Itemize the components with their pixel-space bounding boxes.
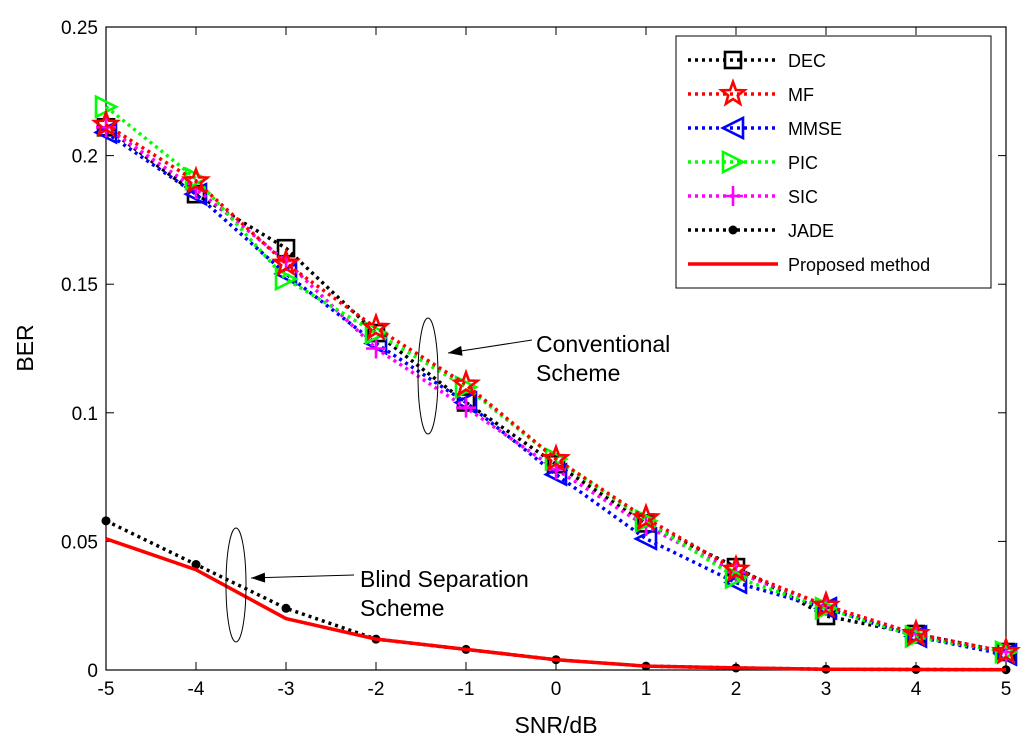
legend-entry: MF: [688, 78, 814, 107]
legend-entry: PIC: [688, 149, 818, 175]
y-tick-label: 0.1: [72, 404, 98, 425]
legend-label: PIC: [788, 153, 818, 173]
marker-dot: [728, 225, 738, 235]
marker-square: [723, 50, 743, 70]
marker-star: [631, 502, 661, 532]
x-tick-label: -1: [458, 679, 475, 700]
annotation-text: Blind Separation: [360, 566, 529, 592]
legend-label: MMSE: [788, 119, 842, 139]
marker-star: [271, 247, 301, 277]
annotation-text: Scheme: [360, 595, 444, 621]
annotation-arrow: [250, 574, 355, 579]
marker-plus: [456, 397, 476, 418]
annotation-conventional: Conventional Scheme: [417, 317, 670, 435]
x-tick-label: 5: [1001, 679, 1012, 700]
marker-star: [541, 443, 571, 472]
annotation-arrowhead: [448, 345, 463, 356]
x-tick-label: 2: [731, 679, 742, 700]
series-mf: [91, 108, 1021, 665]
marker-triangle-right: [634, 508, 659, 533]
annotations: Conventional Scheme Blind Separation Scheme: [225, 317, 670, 643]
legend-entry: Proposed method: [688, 255, 930, 275]
legend-box: [675, 35, 992, 289]
y-tick-label: 0.25: [61, 18, 98, 39]
annotation-text: Scheme: [536, 360, 620, 386]
series-proposed-method: [105, 537, 1007, 672]
x-tick-label: 4: [911, 679, 922, 700]
x-axis-label: SNR/dB: [514, 712, 597, 738]
marker-plus: [723, 186, 743, 206]
legend-label: DEC: [788, 51, 826, 71]
annotation-ellipse: [225, 527, 247, 643]
marker-dot: [101, 516, 111, 526]
y-tick-label: 0: [87, 661, 98, 682]
marker-star: [811, 589, 841, 619]
annotation-arrowhead: [251, 572, 266, 583]
legend-label: MF: [788, 85, 814, 105]
legend-label: JADE: [788, 221, 834, 241]
marker-triangle-right: [904, 624, 929, 649]
annotation-blind: Blind Separation Scheme: [225, 527, 529, 643]
x-tick-label: -3: [278, 679, 295, 700]
y-axis-label: BER: [12, 324, 38, 371]
x-tick-label: 0: [551, 679, 562, 700]
marker-plus: [366, 338, 386, 359]
legend-entry: DEC: [688, 50, 826, 71]
x-tick-label: 3: [821, 679, 832, 700]
legend: DEC MF MMSE PIC SIC JADE Proposed method: [675, 35, 992, 289]
marker-triangle-right: [721, 149, 746, 175]
marker-star: [451, 368, 481, 398]
y-tick-label: 0.15: [61, 275, 98, 296]
y-tick-label: 0.05: [61, 532, 98, 553]
marker-triangle-left: [720, 115, 745, 141]
series-line: [105, 131, 1007, 657]
marker-star: [991, 636, 1021, 665]
x-tick-label: -2: [368, 679, 385, 700]
series-line: [105, 123, 1007, 654]
marker-triangle-right: [274, 266, 299, 292]
marker-triangle-right: [454, 374, 479, 400]
legend-entry: SIC: [688, 186, 818, 207]
marker-star: [361, 312, 391, 341]
axis-ticks: -5 -4 -3 -2 -1 0 1 2 3 4 5 0 0.05 0.1 0.15 0.2 0.25: [61, 18, 1011, 700]
legend-label: SIC: [788, 187, 818, 207]
series-layer: [91, 94, 1021, 675]
marker-star: [718, 78, 748, 107]
marker-triangle-right: [814, 596, 839, 621]
annotation-text: Conventional: [536, 331, 670, 357]
series-line: [105, 537, 1007, 672]
marker-star: [721, 553, 751, 583]
marker-star: [91, 108, 121, 138]
marker-star: [901, 618, 931, 647]
x-tick-label: 1: [641, 679, 652, 700]
annotation-arrow: [447, 339, 533, 354]
annotation-ellipse: [417, 317, 439, 435]
y-tick-label: 0.2: [72, 147, 98, 168]
marker-star: [181, 165, 211, 195]
x-tick-label: -5: [98, 679, 115, 700]
series-line: [104, 125, 1007, 654]
legend-label: Proposed method: [788, 255, 930, 275]
marker-triangle-right: [724, 565, 749, 590]
legend-entry: MMSE: [688, 115, 842, 141]
marker-dot: [281, 603, 291, 613]
legend-entry: JADE: [688, 221, 834, 241]
x-tick-label: -4: [188, 679, 205, 700]
